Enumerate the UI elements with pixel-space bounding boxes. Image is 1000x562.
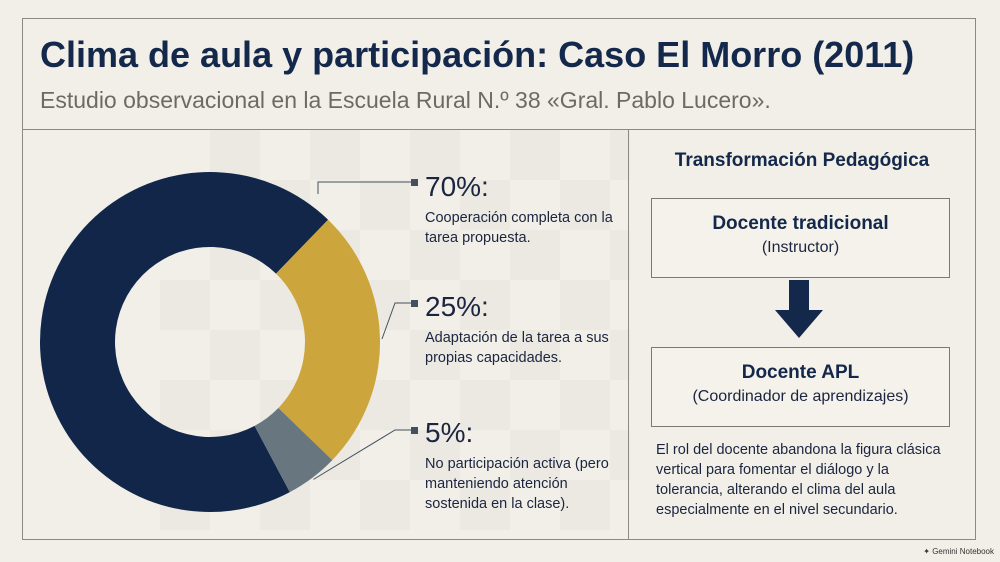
role-traditional-subtitle: (Instructor) xyxy=(761,239,840,256)
role-apl-subtitle: (Coordinador de aprendizajes) xyxy=(692,388,909,405)
leader-line xyxy=(317,179,418,194)
page-subtitle: Estudio observacional en la Escuela Rura… xyxy=(40,87,771,113)
watermark: ✦ Gemini Notebook xyxy=(923,547,994,556)
panel-title: Transformación Pedagógica xyxy=(674,150,930,171)
panel-note: El rol del docente abandona la figura cl… xyxy=(656,442,941,518)
header-divider xyxy=(22,129,976,130)
stat-adaptation-value: 25%: xyxy=(425,291,489,322)
arrow-down-icon xyxy=(775,280,823,338)
column-divider xyxy=(628,129,629,540)
donut-slice-no-participation xyxy=(254,407,333,493)
stat-no-participation: 5%: No participación activa (pero manten… xyxy=(425,418,625,514)
role-box-apl: Docente APL (Coordinador de aprendizajes… xyxy=(651,347,950,427)
watermark-text: Gemini Notebook xyxy=(932,547,994,556)
stat-adaptation-description: Adaptación de la tarea a sus propias cap… xyxy=(425,330,609,366)
donut-slice-cooperation xyxy=(40,172,329,512)
donut-slice-adaptation xyxy=(275,219,381,461)
sparkle-icon: ✦ xyxy=(923,547,930,556)
leader-line xyxy=(313,427,418,480)
stat-cooperation-description: Cooperación completa con la tarea propue… xyxy=(425,210,613,246)
stat-no-participation-description: No participación activa (pero manteniend… xyxy=(425,456,609,512)
role-apl-name: Docente APL xyxy=(741,362,860,383)
stat-adaptation: 25%: Adaptación de la tarea a sus propia… xyxy=(425,292,625,368)
page-title: Clima de aula y participación: Caso El M… xyxy=(40,34,915,75)
stat-no-participation-value: 5%: xyxy=(425,417,474,448)
role-traditional-name: Docente tradicional xyxy=(712,213,889,234)
role-box-traditional: Docente tradicional (Instructor) xyxy=(651,198,950,278)
stat-cooperation: 70%: Cooperación completa con la tarea p… xyxy=(425,172,625,248)
stat-cooperation-value: 70%: xyxy=(425,171,489,202)
participation-donut-chart xyxy=(40,172,418,512)
leader-line xyxy=(381,300,418,340)
outer-frame xyxy=(22,18,976,540)
